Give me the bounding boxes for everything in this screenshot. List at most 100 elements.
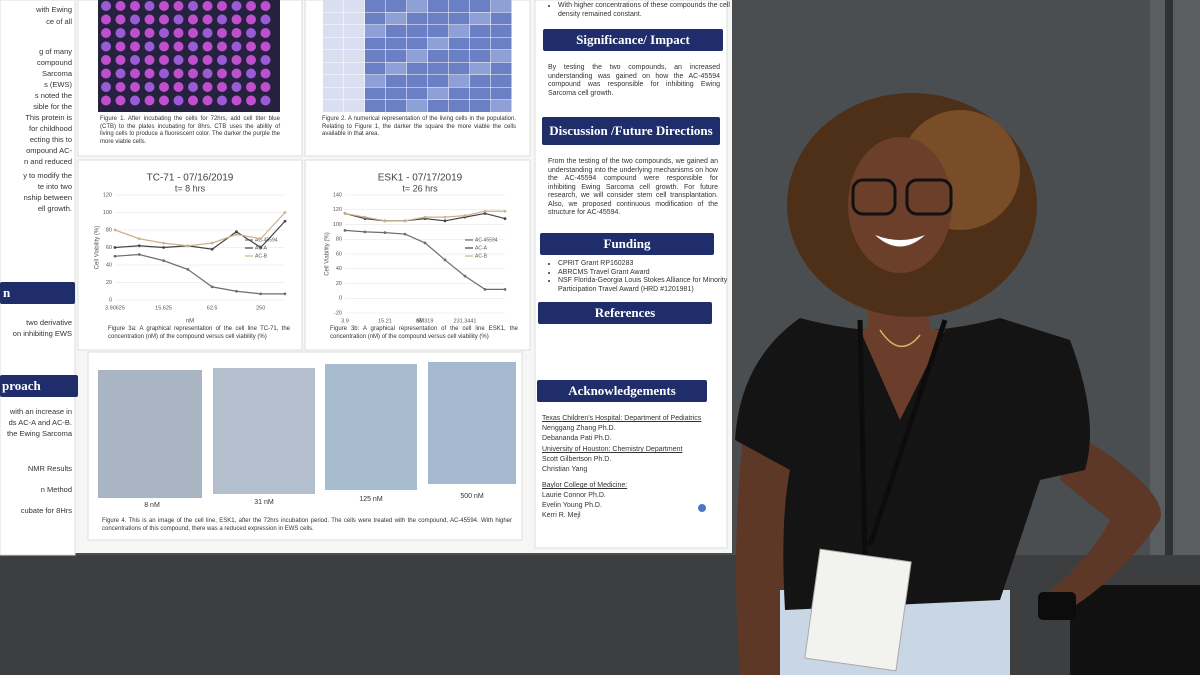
well: [217, 41, 227, 52]
well: [115, 82, 126, 92]
data-point: [235, 289, 238, 293]
well: [115, 41, 126, 52]
well: [130, 82, 140, 92]
image-label: 125 nM: [359, 496, 383, 503]
text-line: Texas Children's Hospital: Department of…: [542, 415, 702, 422]
text-line: Debananda Pati Ph.D.: [542, 435, 612, 442]
caption: Figure 1. After incubating the cells for…: [100, 116, 280, 145]
watch: [1038, 592, 1076, 620]
well: [231, 68, 242, 79]
chart-title: TC-71 - 07/16/2019: [147, 173, 234, 184]
text-line: n Method: [40, 485, 72, 494]
heat-cell: [428, 100, 449, 112]
well: [202, 95, 213, 106]
heat-cell: [491, 100, 512, 112]
heat-cell: [323, 25, 344, 37]
image-label: 8 nM: [144, 502, 160, 509]
data-point: [503, 288, 507, 291]
bullet-list: With higher concentrations of these comp…: [548, 2, 730, 19]
heat-cell: [344, 87, 365, 100]
heat-cell: [449, 25, 470, 37]
heat-cell: [386, 75, 407, 87]
heat-cell: [344, 100, 365, 112]
lanyard: [857, 319, 948, 561]
heat-cell: [323, 75, 344, 87]
well: [260, 95, 271, 106]
y-tick-label: 80: [106, 227, 112, 233]
text-line: two derivative: [26, 318, 72, 327]
well: [231, 55, 242, 65]
well: [130, 68, 140, 79]
well: [144, 82, 155, 92]
y-tick-label: 60: [336, 251, 342, 257]
heat-cell: [323, 37, 344, 50]
data-point: [463, 274, 467, 278]
data-point: [137, 237, 141, 241]
text-line: for childhood: [29, 124, 72, 133]
text-line: y to modify the: [23, 171, 72, 180]
data-point: [483, 209, 487, 213]
well: [246, 28, 256, 38]
series-line: [114, 220, 286, 250]
text-line: nship between: [23, 193, 72, 202]
heat-cell: [365, 62, 386, 75]
well: [115, 1, 126, 11]
well: [246, 14, 256, 25]
well: [130, 28, 140, 38]
legend-label: AC-A: [255, 245, 268, 251]
text-line: te into two: [37, 182, 72, 191]
data-point: [503, 217, 507, 221]
heat-cell: [344, 50, 365, 62]
text-line: with Ewing: [36, 5, 72, 14]
face: [848, 137, 952, 273]
well: [159, 82, 169, 92]
well: [188, 41, 198, 52]
well: [188, 95, 198, 106]
text-line: sible for the: [33, 102, 72, 111]
text-line: ell growth.: [37, 204, 72, 213]
well: [144, 95, 155, 106]
heat-cell: [428, 0, 449, 12]
well: [173, 14, 184, 25]
text-line: ce of all: [46, 17, 72, 26]
data-point: [162, 246, 165, 249]
data-point: [259, 237, 263, 241]
table: [1070, 585, 1200, 675]
micrograph: [213, 368, 315, 494]
heat-cell: [323, 50, 344, 62]
data-point: [423, 215, 427, 219]
text-line: Laurie Connor Ph.D.: [542, 492, 606, 499]
heat-cell: [365, 50, 386, 62]
badge: [804, 548, 912, 672]
wall-seam: [1165, 0, 1173, 675]
image-label: 500 nM: [460, 493, 484, 500]
well: [130, 55, 140, 65]
chart-title: ESK1 - 07/17/2019: [378, 173, 463, 184]
list-item: With higher concentrations of these comp…: [558, 2, 730, 19]
data-point: [113, 228, 117, 232]
data-point: [283, 219, 287, 223]
section-header: Discussion /Future Directions: [542, 117, 720, 145]
well: [159, 41, 169, 52]
heat-cell: [491, 62, 512, 75]
y-tick-label: 120: [103, 192, 112, 198]
data-point: [186, 267, 190, 271]
data-point: [235, 230, 238, 234]
well: [246, 55, 256, 65]
heat-cell: [428, 37, 449, 50]
x-tick-label: 3.90625: [105, 305, 125, 311]
well: [101, 28, 111, 38]
text-line: This protein is: [25, 113, 72, 122]
well: [188, 82, 198, 92]
heat-cell: [470, 87, 491, 100]
well: [260, 82, 271, 92]
heat-cell: [407, 75, 428, 87]
well: [260, 41, 271, 52]
heat-cell: [491, 12, 512, 25]
section-header: n: [0, 282, 75, 304]
text-line: ecting this to: [29, 135, 72, 144]
heat-cell: [386, 0, 407, 12]
neckline: [860, 330, 945, 420]
well: [260, 28, 271, 38]
heat-cell: [491, 0, 512, 12]
